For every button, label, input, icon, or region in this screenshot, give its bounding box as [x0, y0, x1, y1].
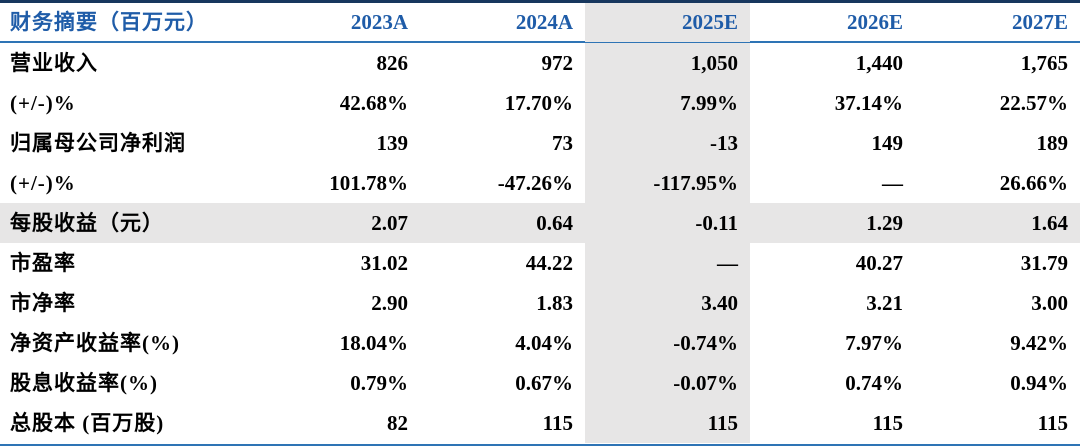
- cell-value: 2.90: [371, 291, 408, 315]
- row-label: 每股收益（元）: [10, 211, 164, 235]
- table-title: 财务摘要（百万元）: [10, 10, 208, 34]
- table-body: 营业收入 826 972 1,050 1,440 1,765 (+/-)% 42.68% 17.…: [0, 43, 1080, 443]
- column-header-2024a: 2024A: [515, 10, 573, 34]
- cell-value: 0.74%: [845, 371, 903, 395]
- cell-value: 18.04%: [339, 331, 408, 355]
- row-label: 市盈率: [10, 251, 76, 275]
- cell-value: 3.40: [585, 283, 750, 323]
- cell-value: 37.14%: [834, 91, 903, 115]
- column-header-2026e: 2026E: [846, 10, 903, 34]
- cell-value: 115: [872, 411, 903, 435]
- row-label: (+/-)%: [10, 171, 76, 195]
- cell-value: 82: [387, 411, 408, 435]
- cell-value: 1.29: [866, 211, 903, 235]
- cell-value: 3.00: [1031, 291, 1068, 315]
- cell-value: 115: [585, 403, 750, 443]
- cell-value: 139: [376, 131, 409, 155]
- cell-value: 44.22: [525, 251, 573, 275]
- cell-value: 1.83: [536, 291, 573, 315]
- cell-value: -0.07%: [585, 363, 750, 403]
- cell-value: 189: [1036, 131, 1069, 155]
- cell-value: 101.78%: [329, 171, 408, 195]
- column-header-2025e: 2025E: [585, 3, 750, 42]
- cell-value: 1.64: [1031, 211, 1068, 235]
- row-label: 市净率: [10, 291, 76, 315]
- table-header-row: 财务摘要（百万元） 2023A 2024A 2025E 2026E 2027E: [0, 3, 1080, 43]
- row-label: 股息收益率(%): [10, 371, 158, 395]
- column-header-2027e: 2027E: [1011, 10, 1068, 34]
- table-row: 营业收入 826 972 1,050 1,440 1,765: [0, 43, 1080, 83]
- cell-value: -13: [585, 123, 750, 163]
- row-label: (+/-)%: [10, 91, 76, 115]
- cell-value: -0.74%: [585, 323, 750, 363]
- cell-value: 1,440: [855, 51, 903, 75]
- table-row: 总股本 (百万股) 82 115 115 115 115: [0, 403, 1080, 443]
- cell-value: —: [585, 243, 750, 283]
- cell-value: 2.07: [371, 211, 408, 235]
- cell-value: 1,050: [585, 43, 750, 83]
- table-row: (+/-)% 42.68% 17.70% 7.99% 37.14% 22.57%: [0, 83, 1080, 123]
- row-label: 总股本 (百万股): [10, 411, 165, 435]
- cell-value: 17.70%: [504, 91, 573, 115]
- cell-value: 4.04%: [515, 331, 573, 355]
- cell-value: 115: [542, 411, 573, 435]
- cell-value: 7.99%: [585, 83, 750, 123]
- cell-value: 26.66%: [999, 171, 1068, 195]
- cell-value: 3.21: [866, 291, 903, 315]
- cell-value: 40.27: [855, 251, 903, 275]
- table-row: 净资产收益率(%) 18.04% 4.04% -0.74% 7.97% 9.42%: [0, 323, 1080, 363]
- table-row: (+/-)% 101.78% -47.26% -117.95% — 26.66%: [0, 163, 1080, 203]
- table-row: 归属母公司净利润 139 73 -13 149 189: [0, 123, 1080, 163]
- row-label: 营业收入: [10, 51, 98, 75]
- cell-value: 7.97%: [845, 331, 903, 355]
- row-label: 净资产收益率(%): [10, 331, 180, 355]
- cell-value: 0.79%: [350, 371, 408, 395]
- column-header-2023a: 2023A: [350, 10, 408, 34]
- cell-value: 22.57%: [999, 91, 1068, 115]
- cell-value: 31.79: [1020, 251, 1068, 275]
- cell-value: 73: [552, 131, 573, 155]
- table-row: 市净率 2.90 1.83 3.40 3.21 3.00: [0, 283, 1080, 323]
- table-row: 市盈率 31.02 44.22 — 40.27 31.79: [0, 243, 1080, 283]
- cell-value: —: [882, 171, 903, 195]
- cell-value: 115: [1037, 411, 1068, 435]
- cell-value: 826: [376, 51, 409, 75]
- cell-value: 0.94%: [1010, 371, 1068, 395]
- cell-value: 31.02: [360, 251, 408, 275]
- cell-value: 149: [871, 131, 904, 155]
- cell-value: 42.68%: [339, 91, 408, 115]
- table-row: 每股收益（元） 2.07 0.64 -0.11 1.29 1.64: [0, 203, 1080, 243]
- row-label: 归属母公司净利润: [10, 131, 186, 155]
- table-row: 股息收益率(%) 0.79% 0.67% -0.07% 0.74% 0.94%: [0, 363, 1080, 403]
- cell-value: 0.64: [536, 211, 573, 235]
- cell-value: 0.67%: [515, 371, 573, 395]
- cell-value: 9.42%: [1010, 331, 1068, 355]
- cell-value: -47.26%: [497, 171, 573, 195]
- cell-value: 1,765: [1020, 51, 1068, 75]
- cell-value: 972: [541, 51, 574, 75]
- cell-value: -117.95%: [585, 163, 750, 203]
- cell-value: -0.11: [585, 203, 750, 243]
